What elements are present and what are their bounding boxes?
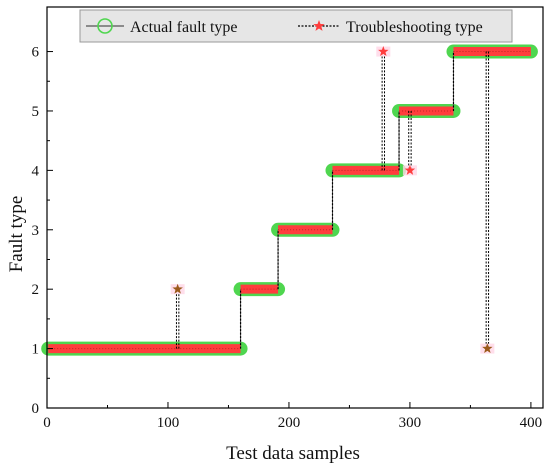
legend-actual-marker xyxy=(97,18,113,34)
y-tick-label-6: 6 xyxy=(32,45,40,61)
axes: 0 100 200 300 400 0 1 2 3 4 5 6 xyxy=(32,6,544,431)
x-tick-label-3: 300 xyxy=(399,415,422,431)
outlier-star-0 xyxy=(172,283,183,294)
x-tick-label-2: 200 xyxy=(278,415,301,431)
x-tick-label-0: 0 xyxy=(43,415,51,431)
legend: Actual fault type Troubleshooting type xyxy=(79,9,513,43)
plot-frame xyxy=(46,6,544,409)
x-tick-label-1: 100 xyxy=(157,415,180,431)
y-tick-label-3: 3 xyxy=(32,223,40,239)
x-axis-title: Test data samples xyxy=(226,443,360,464)
y-tick-label-2: 2 xyxy=(32,282,40,298)
y-tick-label-5: 5 xyxy=(32,104,40,120)
y-axis-title: Fault type xyxy=(6,196,27,273)
outlier-star-2 xyxy=(404,164,416,175)
y-tick-label-1: 1 xyxy=(32,342,40,358)
outlier-star-3 xyxy=(482,343,493,354)
legend-label-actual: Actual fault type xyxy=(130,19,238,36)
legend-trouble-marker xyxy=(313,20,325,31)
outlier-star-1 xyxy=(378,46,389,57)
legend-box xyxy=(79,9,513,43)
legend-label-trouble: Troubleshooting type xyxy=(346,19,483,36)
y-tick-label-0: 0 xyxy=(32,401,40,417)
y-tick-label-4: 4 xyxy=(32,163,40,179)
x-tick-label-4: 400 xyxy=(520,415,543,431)
plot-area xyxy=(41,44,538,356)
